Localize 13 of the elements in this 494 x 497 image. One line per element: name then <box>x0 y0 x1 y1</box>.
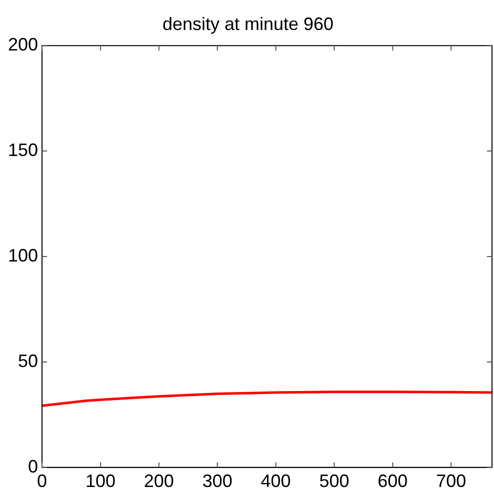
x-tick-label: 200 <box>144 471 174 492</box>
x-tick-label: 500 <box>319 471 350 492</box>
x-tick-label: 700 <box>436 471 466 492</box>
y-tick-label: 150 <box>8 140 38 160</box>
x-tick-label: 400 <box>260 471 291 492</box>
y-tick-label: 0 <box>28 456 38 476</box>
chart-title: density at minute 960 <box>162 14 334 34</box>
y-tick-label: 200 <box>8 34 38 55</box>
x-tick-label: 100 <box>85 471 116 492</box>
x-tick-label: 600 <box>378 471 408 492</box>
x-tick-label: 300 <box>202 471 232 492</box>
y-tick-label: 50 <box>18 350 38 371</box>
y-tick-label: 100 <box>8 245 38 266</box>
